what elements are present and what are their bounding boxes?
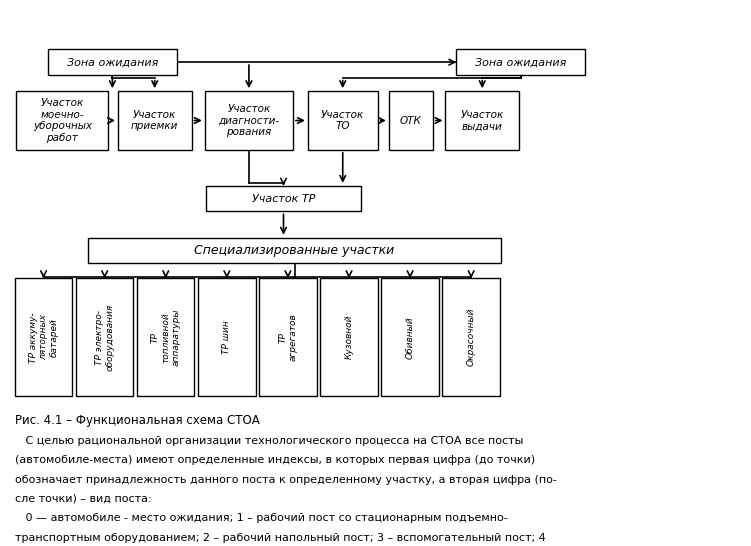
Text: Кузовной: Кузовной: [345, 315, 354, 359]
Bar: [89, 238, 501, 263]
Text: ТР
агрегатов: ТР агрегатов: [278, 313, 297, 361]
Text: ОТК: ОТК: [400, 116, 422, 126]
Text: С целью рациональной организации технологического процесса на СТОА все посты: С целью рациональной организации техноло…: [15, 436, 523, 446]
Bar: [445, 91, 519, 150]
Text: Зона ожидания: Зона ожидания: [475, 57, 566, 67]
Bar: [389, 91, 433, 150]
Text: транспортным оборудованием; 2 – рабочий напольный пост; 3 – вспомогательный пост: транспортным оборудованием; 2 – рабочий …: [15, 532, 546, 543]
Bar: [76, 278, 134, 396]
Text: Участок
моечно-
уборочных
работ: Участок моечно- уборочных работ: [33, 98, 92, 143]
Text: Участок
приемки: Участок приемки: [131, 110, 179, 131]
Bar: [205, 91, 293, 150]
Text: ТР аккуму-
ляторных
батарей: ТР аккуму- ляторных батарей: [29, 312, 59, 363]
Text: сле точки) – вид поста:: сле точки) – вид поста:: [15, 494, 152, 504]
Bar: [137, 278, 195, 396]
Bar: [382, 278, 439, 396]
Bar: [320, 278, 378, 396]
Text: Участок
выдачи: Участок выдачи: [460, 110, 504, 131]
Bar: [442, 278, 500, 396]
Bar: [15, 278, 72, 396]
Bar: [198, 278, 255, 396]
Text: Рис. 4.1 – Функциональная схема СТОА: Рис. 4.1 – Функциональная схема СТОА: [15, 414, 260, 427]
Text: ТР электро-
оборудования: ТР электро- оборудования: [95, 304, 114, 371]
Text: ТР
топливной
аппаратуры: ТР топливной аппаратуры: [151, 308, 181, 366]
Bar: [308, 91, 378, 150]
Text: обозначает принадлежность данного поста к определенному участку, а вторая цифра : обозначает принадлежность данного поста …: [15, 474, 556, 485]
Bar: [17, 91, 108, 150]
Text: 0 — автомобиле - место ожидания; 1 – рабочий пост со стационарным подъемно-: 0 — автомобиле - место ожидания; 1 – раб…: [15, 513, 508, 523]
Bar: [48, 49, 176, 75]
Text: (автомобиле-места) имеют определенные индексы, в которых первая цифра (до точки): (автомобиле-места) имеют определенные ин…: [15, 455, 535, 465]
Bar: [207, 186, 360, 211]
Bar: [457, 49, 585, 75]
Bar: [259, 278, 317, 396]
Text: Окрасочный: Окрасочный: [466, 308, 475, 366]
Text: Участок ТР: Участок ТР: [252, 194, 315, 204]
Text: Обивный: Обивный: [406, 316, 415, 359]
Text: ТР шин: ТР шин: [222, 321, 231, 354]
Bar: [118, 91, 192, 150]
Text: Специализированные участки: Специализированные участки: [195, 244, 395, 257]
Text: Участок
ТО: Участок ТО: [321, 110, 364, 131]
Text: Участок
диагности-
рования: Участок диагности- рования: [219, 104, 279, 137]
Text: Зона ожидания: Зона ожидания: [67, 57, 158, 67]
